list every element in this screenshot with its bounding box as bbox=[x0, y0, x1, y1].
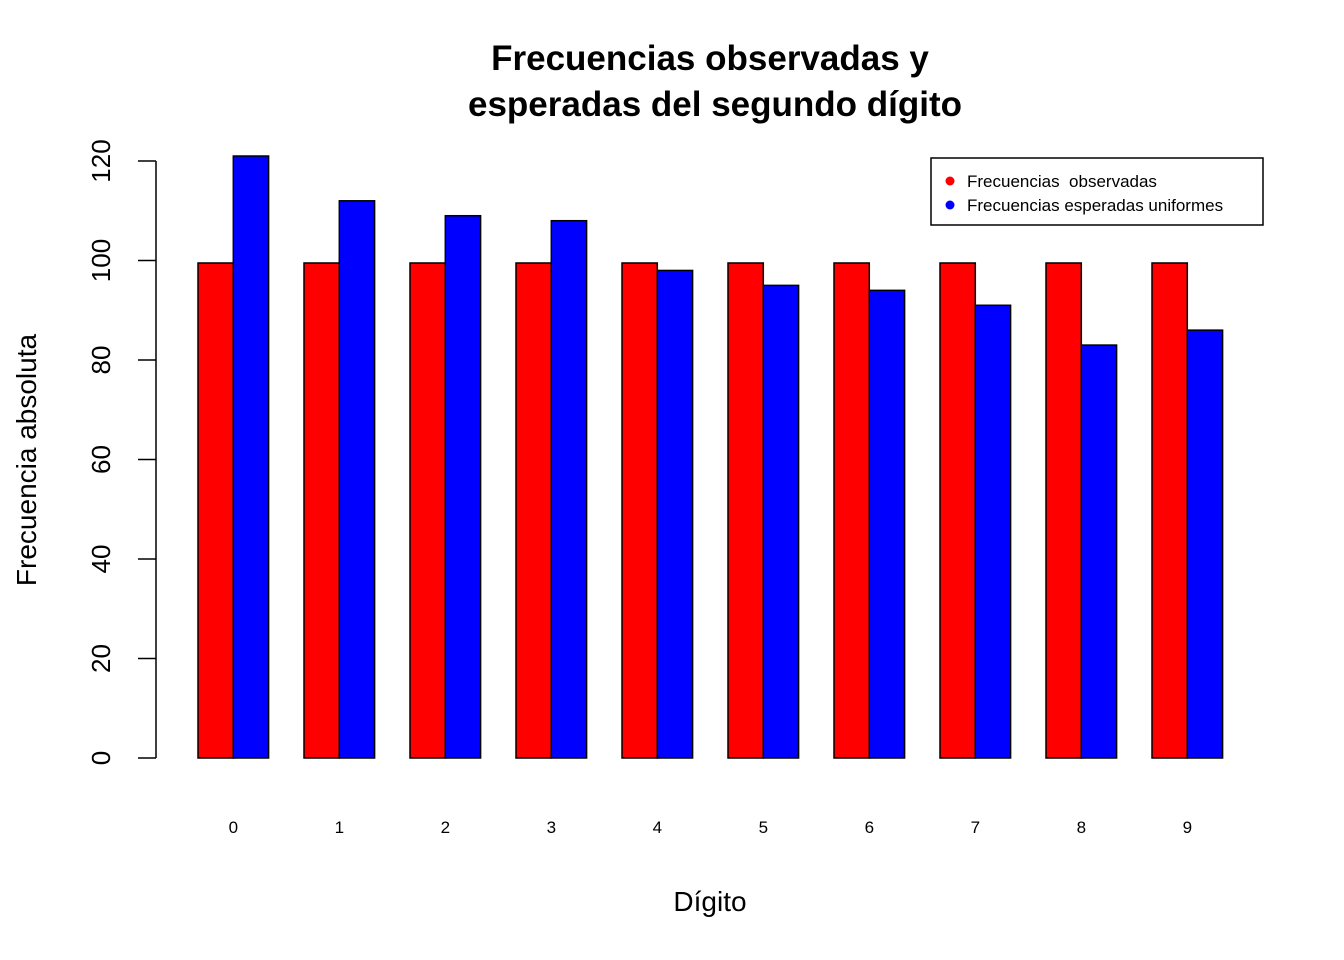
chart-title-line-1: Frecuencias observadas y bbox=[491, 39, 929, 78]
bar-expected-8 bbox=[1080, 344, 1118, 759]
x-tick-label-6: 6 bbox=[865, 818, 874, 837]
chart-title: Frecuencias observadas y esperadas del s… bbox=[468, 39, 962, 124]
bars bbox=[197, 155, 1224, 759]
x-tick-label-1: 1 bbox=[335, 818, 344, 837]
bar-expected-3 bbox=[550, 219, 588, 759]
legend-box bbox=[930, 157, 1264, 226]
y-axis-label: Frecuencia absoluta bbox=[11, 334, 42, 587]
bar-observed-1 bbox=[303, 262, 341, 759]
x-tick-label-9: 9 bbox=[1183, 818, 1192, 837]
y-tick-label: 20 bbox=[86, 644, 116, 673]
y-tick-label: 80 bbox=[86, 346, 116, 375]
y-tick-label: 0 bbox=[86, 751, 116, 765]
x-tick-label-8: 8 bbox=[1077, 818, 1086, 837]
bar-expected-4 bbox=[656, 269, 694, 759]
bar-expected-5 bbox=[762, 284, 800, 759]
bar-expected-7 bbox=[974, 304, 1012, 759]
bar-observed-3 bbox=[515, 262, 553, 759]
y-tick-label: 100 bbox=[86, 239, 116, 282]
x-axis-label: Dígito bbox=[673, 886, 746, 917]
x-tick-label-5: 5 bbox=[759, 818, 768, 837]
chart-title-line-2: esperadas del segundo dígito bbox=[468, 85, 962, 124]
bar-expected-1 bbox=[338, 200, 376, 759]
bar-expected-9 bbox=[1186, 329, 1224, 759]
x-tick-label-2: 2 bbox=[441, 818, 450, 837]
y-tick-label: 60 bbox=[86, 445, 116, 474]
bar-expected-2 bbox=[444, 214, 482, 759]
y-tick-label: 120 bbox=[86, 139, 116, 182]
x-tick-labels: 0 1 2 3 4 5 6 7 8 9 bbox=[229, 818, 1192, 837]
legend-label-observed: Frecuencias observadas bbox=[967, 172, 1157, 191]
x-tick-label-0: 0 bbox=[229, 818, 238, 837]
legend: Frecuencias observadas Frecuencias esper… bbox=[930, 157, 1264, 226]
bar-observed-6 bbox=[833, 262, 871, 759]
bar-observed-8 bbox=[1045, 262, 1083, 759]
bar-observed-2 bbox=[409, 262, 447, 759]
bar-expected-6 bbox=[868, 289, 906, 759]
x-tick-label-7: 7 bbox=[971, 818, 980, 837]
x-tick-label-4: 4 bbox=[653, 818, 662, 837]
x-tick-label-3: 3 bbox=[547, 818, 556, 837]
bar-observed-4 bbox=[621, 262, 659, 759]
y-tick-label: 40 bbox=[86, 545, 116, 574]
bar-observed-7 bbox=[939, 262, 977, 759]
bar-expected-0 bbox=[232, 155, 270, 759]
legend-label-expected: Frecuencias esperadas uniformes bbox=[967, 196, 1223, 215]
bar-observed-0 bbox=[197, 262, 235, 759]
bar-observed-9 bbox=[1151, 262, 1189, 759]
legend-marker-observed bbox=[945, 176, 955, 186]
legend-marker-expected bbox=[945, 200, 955, 210]
bar-observed-5 bbox=[727, 262, 765, 759]
y-axis: 0 20 40 60 80 100 120 bbox=[86, 139, 157, 765]
